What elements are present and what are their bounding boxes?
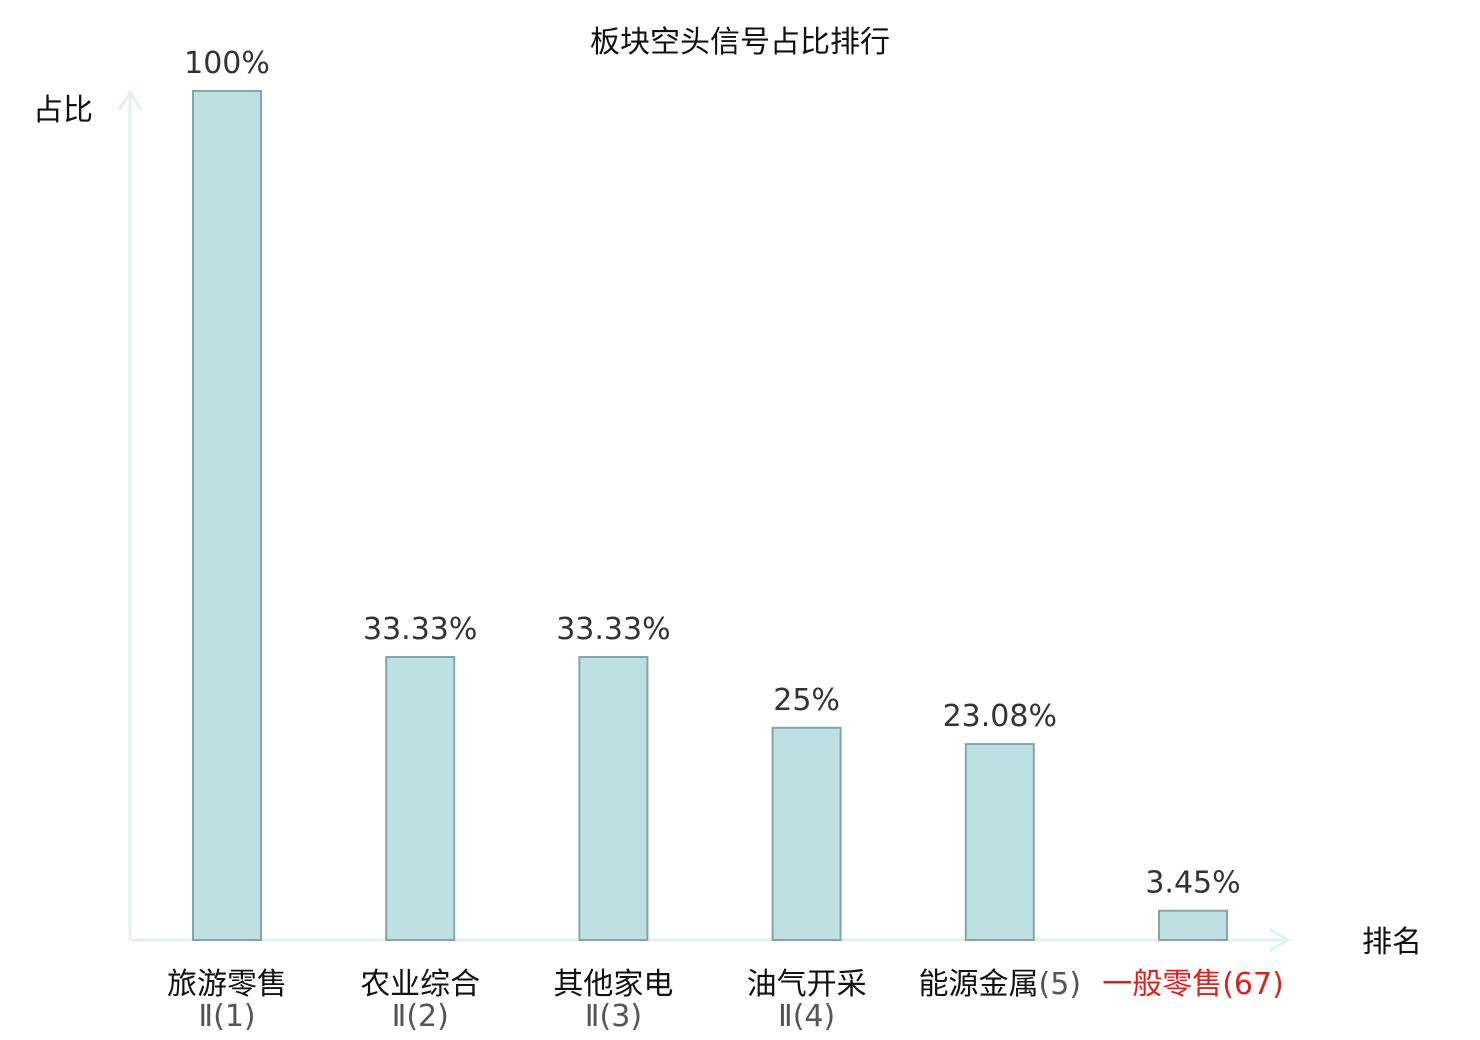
bar-4 — [771, 726, 842, 941]
value-label-1: 100% — [184, 46, 270, 81]
category-rank-3: Ⅱ(3) — [585, 999, 642, 1034]
category-rank-5: (5) — [1039, 967, 1082, 1002]
category-name-4: 油气开采 — [747, 967, 867, 1002]
category-name-5: 能源金属 — [919, 967, 1039, 1002]
category-name-6: 一般零售 — [1102, 967, 1222, 1002]
category-rank-2: Ⅱ(2) — [392, 999, 449, 1034]
value-label-6: 3.45% — [1145, 866, 1240, 901]
category-name-1: 旅游零售 — [167, 967, 287, 1002]
bar-3 — [578, 656, 649, 942]
chart-title: 板块空头信号占比排行 — [590, 25, 890, 60]
category-rank-6: (67) — [1222, 967, 1284, 1002]
bar-2 — [385, 656, 456, 942]
bar-5 — [964, 743, 1035, 941]
bar-6 — [1158, 909, 1228, 941]
x-axis-arrow — [1269, 927, 1291, 953]
category-label-5: 能源金属(5) — [919, 967, 1082, 1002]
category-rank-4: Ⅱ(4) — [778, 999, 835, 1034]
y-axis-label: 占比 — [33, 93, 93, 128]
value-labels-group: 100% 33.33% 33.33% 25% 23.08% 3.45% — [184, 46, 1241, 901]
y-axis-arrow — [117, 89, 143, 111]
category-name-2: 农业综合 — [360, 967, 480, 1002]
value-label-5: 23.08% — [943, 699, 1057, 734]
value-label-2: 33.33% — [363, 612, 477, 647]
category-rank-1: Ⅱ(1) — [198, 999, 255, 1034]
x-axis-label: 排名 — [1362, 925, 1422, 960]
axes — [117, 89, 1291, 953]
value-label-4: 25% — [773, 683, 840, 718]
bars-group — [192, 90, 1228, 942]
category-label-6: 一般零售(67) — [1102, 967, 1284, 1002]
category-name-3: 其他家电 — [553, 967, 673, 1002]
value-label-3: 33.33% — [556, 612, 670, 647]
bar-1 — [192, 90, 262, 941]
